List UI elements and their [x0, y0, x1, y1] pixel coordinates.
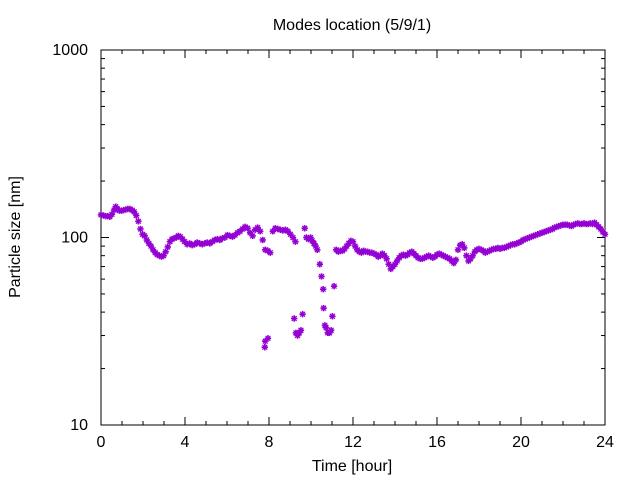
x-tick-label: 24 [596, 434, 614, 451]
x-axis-label: Time [hour] [312, 458, 392, 475]
y-tick-label: 10 [70, 417, 88, 434]
data-point [327, 327, 335, 334]
data-point [244, 225, 251, 232]
data-point [133, 212, 140, 219]
data-point [267, 249, 274, 256]
data-point [297, 327, 305, 334]
data-point [164, 243, 171, 251]
x-tick-label: 0 [97, 434, 106, 451]
x-axis-ticks: 0 4 8 12 16 20 24 [97, 50, 614, 451]
data-point [322, 324, 330, 331]
y-axis-label: Particle size [nm] [7, 176, 24, 298]
data-point [137, 225, 144, 233]
data-point [329, 313, 336, 320]
data-point [318, 273, 325, 280]
data-points [97, 203, 609, 351]
x-tick-label: 12 [344, 434, 362, 451]
x-tick-label: 16 [428, 434, 446, 451]
data-point [312, 242, 319, 250]
data-point [463, 252, 470, 259]
data-point [259, 236, 266, 244]
x-tick-label: 8 [265, 434, 274, 451]
data-point [601, 231, 609, 238]
data-point [301, 225, 308, 232]
data-point [452, 256, 460, 264]
data-point [256, 228, 264, 235]
data-point [264, 335, 272, 342]
data-point [292, 238, 299, 245]
x-tick-label: 4 [181, 434, 190, 451]
data-point [319, 285, 327, 293]
x-tick-label: 20 [512, 434, 530, 451]
data-point [461, 244, 468, 252]
data-point [314, 246, 321, 253]
data-point [291, 315, 298, 322]
data-point [320, 304, 327, 312]
data-point [383, 255, 390, 262]
data-point [211, 236, 219, 244]
y-tick-label: 100 [61, 230, 88, 247]
data-point [299, 310, 306, 318]
data-point [135, 218, 142, 225]
y-axis-ticks: 10 100 1000 [52, 42, 605, 434]
data-point [261, 343, 268, 351]
data-point [249, 232, 256, 240]
data-point [254, 224, 261, 231]
y-tick-label: 1000 [52, 42, 88, 59]
data-point [330, 282, 338, 290]
data-point [316, 261, 324, 268]
chart-title: Modes location (5/9/1) [273, 17, 431, 34]
